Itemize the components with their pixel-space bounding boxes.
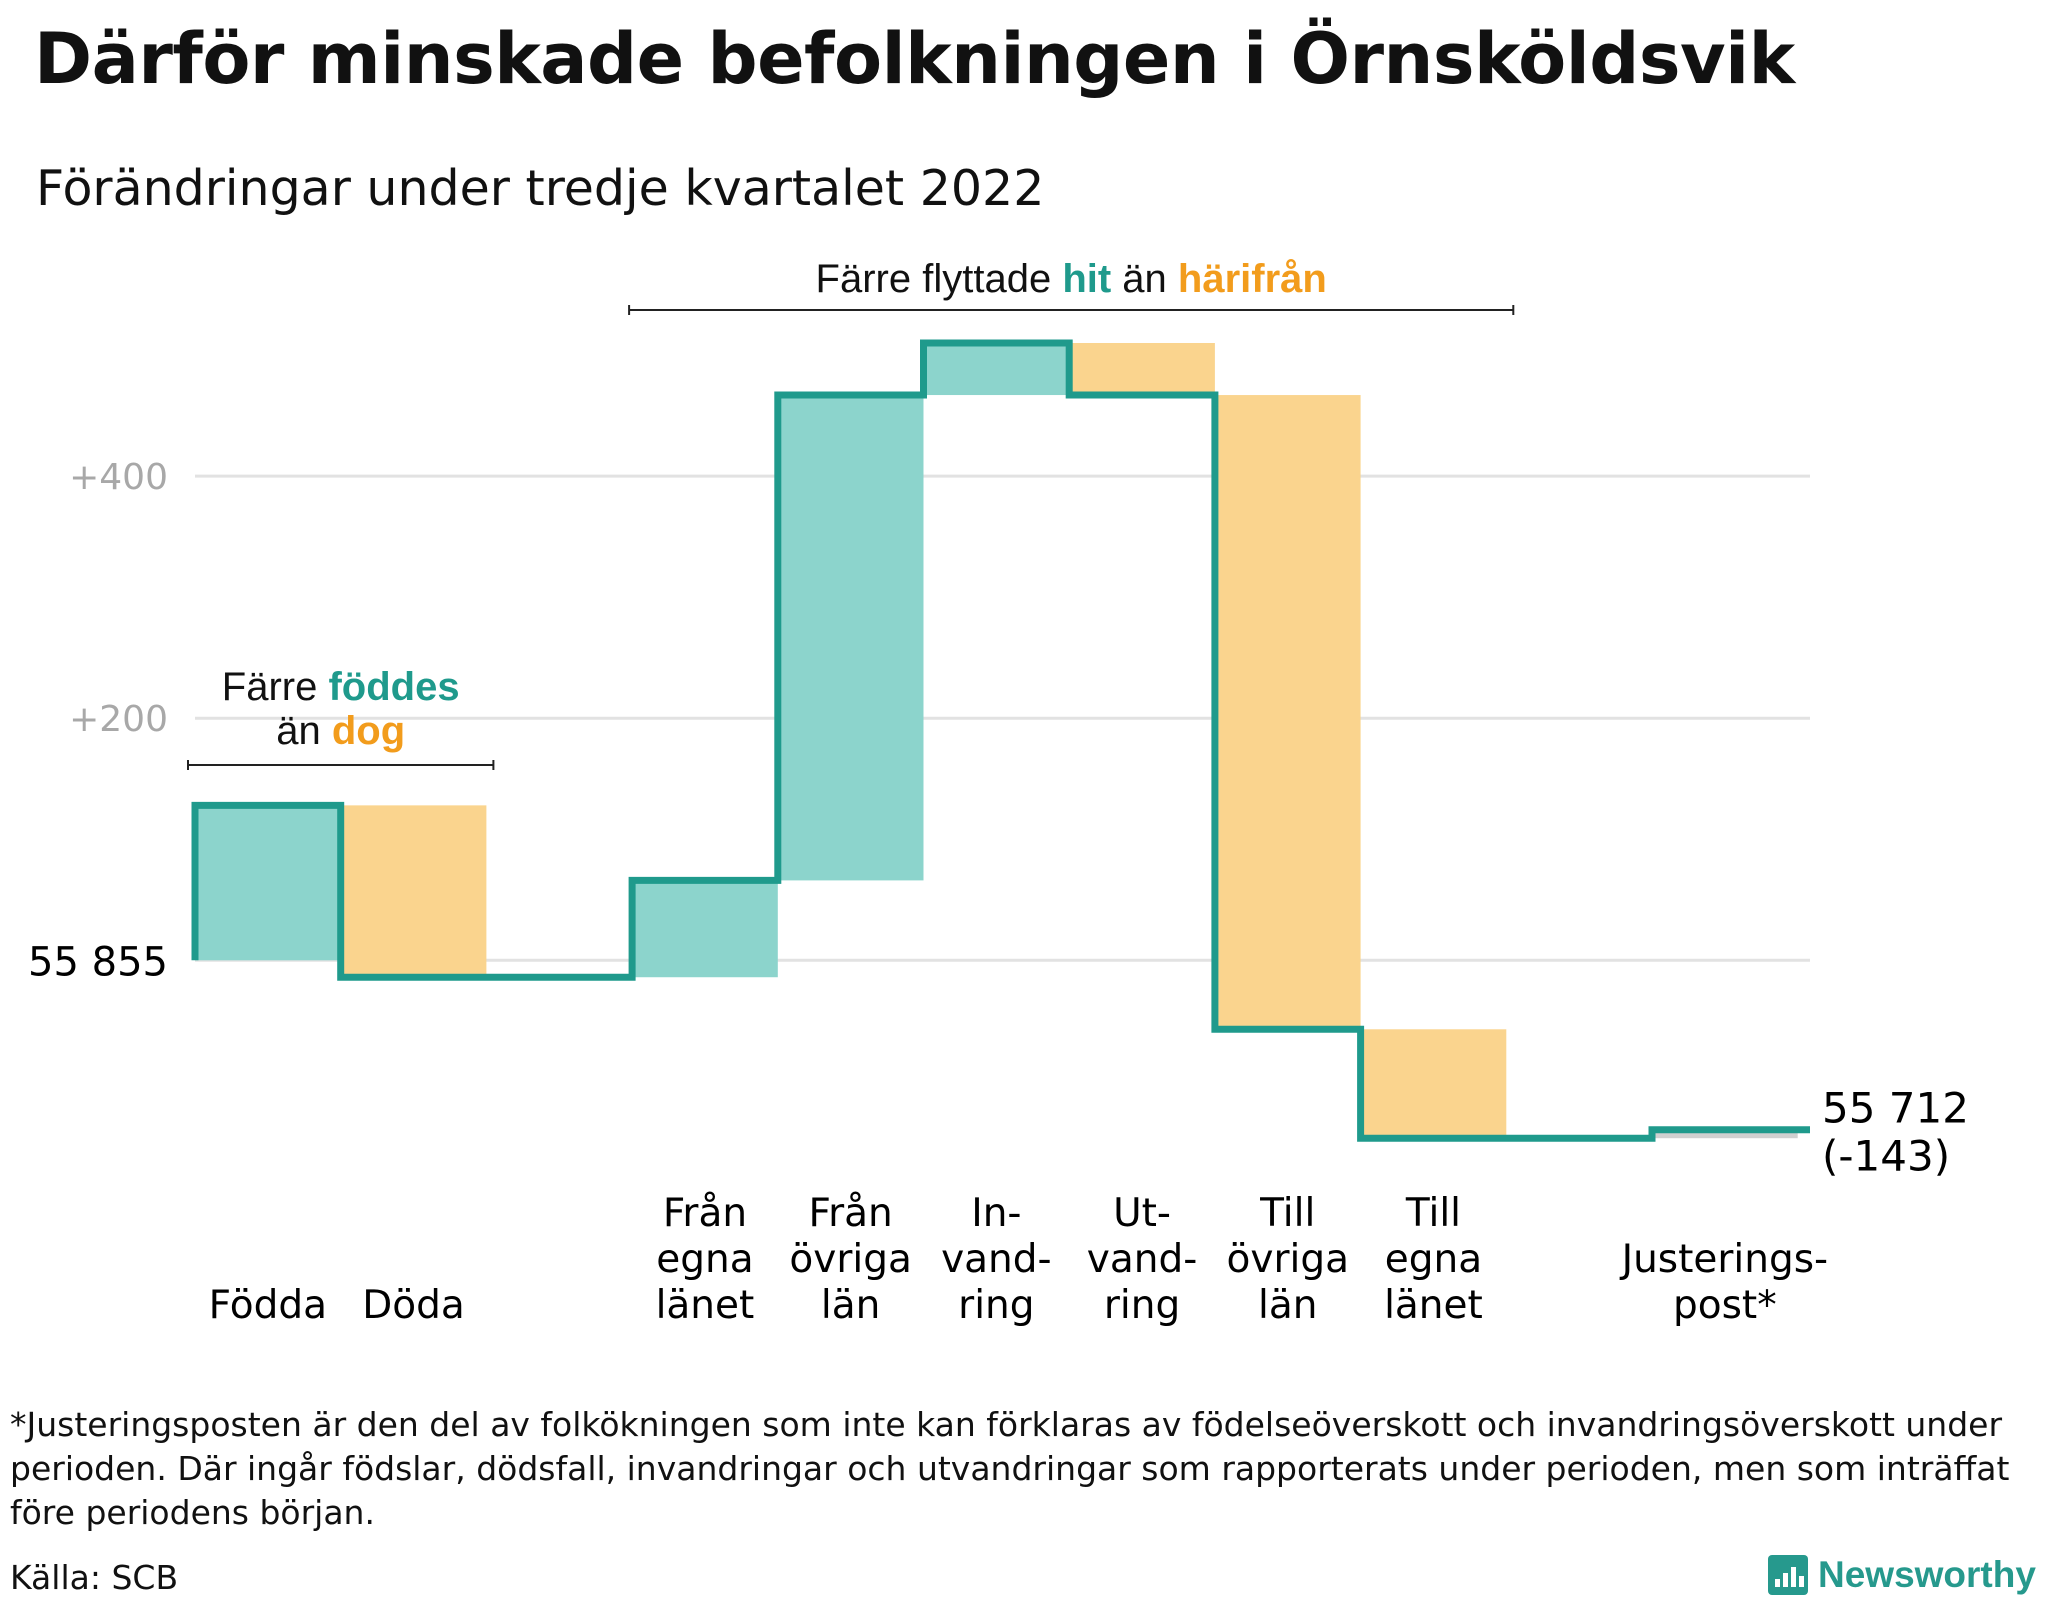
category-label: Till <box>1259 1191 1315 1236</box>
change-label: (-143) <box>1822 1132 1950 1181</box>
bar-4 <box>777 395 924 881</box>
annotation-migration: Färre flyttade hit än härifrån <box>816 257 1327 301</box>
source-credit: Källa: SCB <box>10 1558 179 1597</box>
bar-6 <box>1069 343 1215 396</box>
category-label: vand- <box>941 1237 1052 1282</box>
annotation-migration-part: hit <box>1062 257 1111 301</box>
category-label: länet <box>656 1283 755 1328</box>
category-label: Justerings- <box>1619 1237 1829 1282</box>
category-label: Ut- <box>1113 1191 1171 1236</box>
logo-text: Newsworthy <box>1818 1554 2036 1595</box>
y-tick-label: +400 <box>69 457 168 498</box>
annotation-births-deaths-line2-part: än <box>276 709 332 753</box>
footnote: *Justeringsposten är den del av folkökni… <box>10 1405 2010 1532</box>
annotation-births-deaths-line2: än dog <box>276 709 405 753</box>
annotation-births-deaths-line1-part: Färre <box>222 665 329 709</box>
bar-0 <box>195 805 341 961</box>
category-label: övriga <box>1227 1237 1349 1282</box>
annotation-births-deaths-line2-part: dog <box>332 709 405 753</box>
category-label: länet <box>1384 1283 1483 1328</box>
category-label: övriga <box>789 1237 911 1282</box>
chart-subtitle: Förändringar under tredje kvartalet 2022 <box>36 160 1045 217</box>
category-label: Döda <box>362 1283 465 1328</box>
category-label: ring <box>958 1283 1034 1328</box>
category-label: vand- <box>1087 1237 1198 1282</box>
end-value-label: 55 712 <box>1822 1084 1969 1133</box>
bar-5 <box>923 343 1070 396</box>
y-tick-label: +200 <box>69 699 168 740</box>
bar-7 <box>1214 395 1361 1030</box>
category-label: Födda <box>209 1283 327 1328</box>
category-label: Till <box>1405 1191 1461 1236</box>
category-label: egna <box>656 1237 753 1282</box>
annotation-migration-part: Färre flyttade <box>816 257 1063 301</box>
category-label: ring <box>1104 1283 1180 1328</box>
category-label: Från <box>809 1191 893 1236</box>
chart-title: Därför minskade befolkningen i Örnskölds… <box>34 18 1795 100</box>
newsworthy-logo: Newsworthy <box>1768 1554 2036 1596</box>
category-label: egna <box>1385 1237 1482 1282</box>
category-label: post* <box>1673 1283 1777 1328</box>
annotation-births-deaths-line1-part: föddes <box>328 665 459 709</box>
start-value-label: 55 855 <box>28 939 168 985</box>
category-label: län <box>1258 1283 1317 1328</box>
annotation-migration-part: än <box>1111 257 1178 301</box>
cumulative-step-line <box>191 339 1810 1142</box>
logo-icon <box>1768 1555 1808 1595</box>
bar-3 <box>632 880 778 978</box>
annotation-births-deaths-line1: Färre föddes <box>222 665 460 709</box>
category-label: Från <box>663 1191 747 1236</box>
category-label: län <box>821 1283 880 1328</box>
category-label: In- <box>971 1191 1021 1236</box>
annotation-migration-part: härifrån <box>1178 257 1327 301</box>
bar-1 <box>340 805 487 978</box>
bar-8 <box>1360 1029 1507 1139</box>
bar-10 <box>1652 1129 1798 1139</box>
